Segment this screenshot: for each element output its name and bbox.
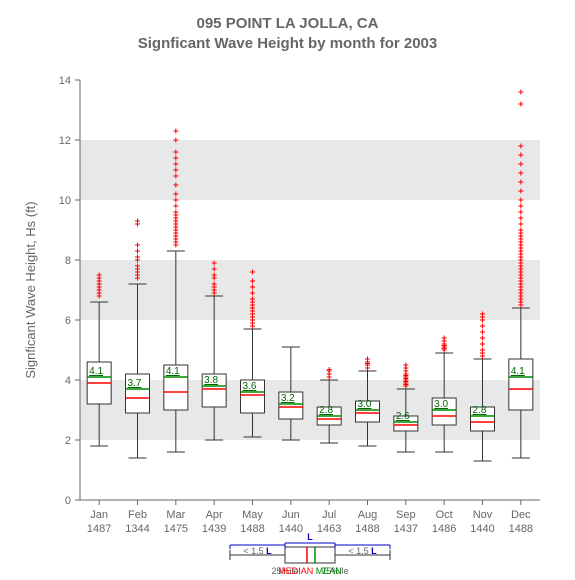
svg-text:1440: 1440 <box>279 523 303 535</box>
svg-text:1440: 1440 <box>470 523 494 535</box>
svg-text:2.6: 2.6 <box>396 411 410 422</box>
svg-text:4.1: 4.1 <box>166 366 180 377</box>
svg-text:4.1: 4.1 <box>511 366 525 377</box>
svg-text:3.2: 3.2 <box>281 393 295 404</box>
svg-text:12: 12 <box>59 135 71 147</box>
svg-text:1344: 1344 <box>125 523 149 535</box>
svg-text:2: 2 <box>65 435 71 447</box>
svg-text:1439: 1439 <box>202 523 226 535</box>
svg-text:095 POINT LA JOLLA, CA: 095 POINT LA JOLLA, CA <box>197 15 379 32</box>
svg-text:1486: 1486 <box>432 523 456 535</box>
svg-text:2.8: 2.8 <box>473 405 487 416</box>
svg-text:1488: 1488 <box>509 523 533 535</box>
svg-text:2.8: 2.8 <box>319 405 333 416</box>
svg-text:Apr: Apr <box>206 509 223 521</box>
svg-text:4: 4 <box>65 375 71 387</box>
svg-text:1487: 1487 <box>87 523 111 535</box>
svg-text:3.0: 3.0 <box>358 399 372 410</box>
svg-text:L: L <box>307 532 313 542</box>
svg-text:3.0: 3.0 <box>434 399 448 410</box>
svg-text:Aug: Aug <box>358 509 378 521</box>
svg-text:Jul: Jul <box>322 509 336 521</box>
svg-text:3.6: 3.6 <box>243 381 257 392</box>
svg-text:< 1.5 L: < 1.5 L <box>243 546 272 556</box>
svg-text:< 1.5 L: < 1.5 L <box>348 546 377 556</box>
svg-text:8: 8 <box>65 255 71 267</box>
svg-text:Nov: Nov <box>473 509 493 521</box>
boxplot-chart: 0 2 4 6 8 10 12 14 Signficant Wave Height, Hs (f… <box>0 0 575 580</box>
svg-text:Mar: Mar <box>166 509 185 521</box>
svg-text:1488: 1488 <box>240 523 264 535</box>
svg-text:Feb: Feb <box>128 509 147 521</box>
svg-text:3.8: 3.8 <box>204 375 218 386</box>
svg-text:MEDIAN MEAN: MEDIAN MEAN <box>278 566 342 576</box>
svg-text:Jun: Jun <box>282 509 300 521</box>
svg-text:Dec: Dec <box>511 509 531 521</box>
svg-text:Sep: Sep <box>396 509 416 521</box>
svg-text:6: 6 <box>65 315 71 327</box>
svg-text:3.7: 3.7 <box>128 378 142 389</box>
svg-text:May: May <box>242 509 263 521</box>
svg-text:1463: 1463 <box>317 523 341 535</box>
svg-text:14: 14 <box>59 75 71 87</box>
svg-text:0: 0 <box>65 495 71 507</box>
svg-text:1475: 1475 <box>164 523 188 535</box>
svg-text:1488: 1488 <box>355 523 379 535</box>
svg-text:4.1: 4.1 <box>89 366 103 377</box>
svg-text:Oct: Oct <box>436 509 453 521</box>
svg-text:10: 10 <box>59 195 71 207</box>
svg-text:Signficant Wave Height, Hs (ft: Signficant Wave Height, Hs (ft) <box>23 201 38 378</box>
svg-text:1437: 1437 <box>394 523 418 535</box>
svg-text:Jan: Jan <box>90 509 108 521</box>
svg-text:Signficant Wave Height by mont: Signficant Wave Height by month for 2003 <box>138 35 438 52</box>
